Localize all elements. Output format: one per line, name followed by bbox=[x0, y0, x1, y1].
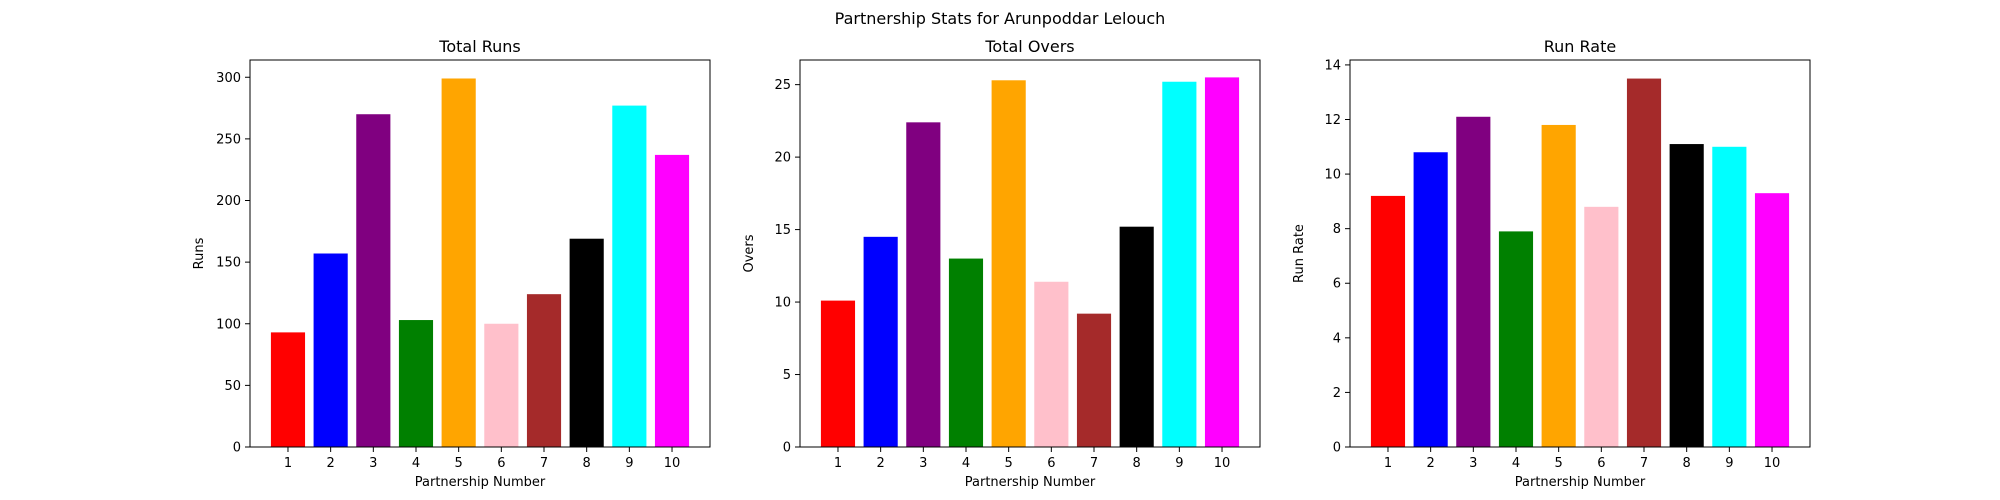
y-tick-label: 14 bbox=[1324, 58, 1341, 73]
bar-8 bbox=[1119, 226, 1154, 447]
bar-10 bbox=[654, 154, 690, 447]
x-tick-label: 9 bbox=[1175, 456, 1183, 471]
x-tick-label: 8 bbox=[1133, 456, 1141, 471]
x-tick-label: 3 bbox=[369, 456, 377, 471]
bar-3 bbox=[1456, 116, 1491, 448]
bar-1 bbox=[270, 332, 306, 447]
x-tick-label: 8 bbox=[583, 456, 591, 471]
plot-frame bbox=[1349, 59, 1811, 448]
x-tick-label: 6 bbox=[1597, 456, 1605, 471]
x-tick-label: 6 bbox=[1047, 456, 1055, 471]
bar-6 bbox=[1034, 281, 1069, 447]
x-tick-label: 4 bbox=[962, 456, 970, 471]
y-tick-label: 4 bbox=[1333, 331, 1341, 346]
x-axis-label: Partnership Number bbox=[415, 475, 546, 490]
y-tick-label: 20 bbox=[774, 151, 791, 166]
bar-6 bbox=[484, 323, 519, 447]
plot-frame bbox=[249, 59, 711, 448]
bar-10 bbox=[1204, 77, 1240, 447]
figure-suptitle: Partnership Stats for Arunpoddar Lelouch bbox=[835, 9, 1166, 28]
x-tick-label: 1 bbox=[284, 456, 292, 471]
bar-1 bbox=[1370, 195, 1406, 447]
bar-4 bbox=[1498, 231, 1534, 447]
x-tick-label: 3 bbox=[1469, 456, 1477, 471]
y-tick-label: 10 bbox=[774, 296, 791, 311]
y-tick-label: 15 bbox=[774, 223, 791, 238]
bar-5 bbox=[1541, 124, 1576, 447]
x-tick-label: 9 bbox=[1725, 456, 1733, 471]
panel-title: Total Runs bbox=[438, 37, 520, 56]
bar-3 bbox=[356, 114, 391, 447]
y-axis-label: Overs bbox=[742, 234, 757, 272]
bar-2 bbox=[313, 253, 348, 447]
x-tick-label: 4 bbox=[1512, 456, 1520, 471]
y-tick-label: 2 bbox=[1333, 386, 1341, 401]
y-axis-label: Runs bbox=[192, 237, 207, 269]
x-tick-label: 8 bbox=[1683, 456, 1691, 471]
y-tick-label: 0 bbox=[783, 441, 791, 456]
y-tick-label: 0 bbox=[1333, 441, 1341, 456]
x-tick-label: 2 bbox=[1427, 456, 1435, 471]
bar-4 bbox=[398, 320, 434, 447]
x-tick-label: 10 bbox=[1214, 456, 1231, 471]
x-tick-label: 7 bbox=[540, 456, 548, 471]
y-tick-label: 25 bbox=[774, 78, 791, 93]
bar-5 bbox=[991, 80, 1026, 447]
x-tick-label: 7 bbox=[1640, 456, 1648, 471]
y-tick-label: 150 bbox=[216, 256, 241, 271]
plot-frame bbox=[799, 59, 1261, 448]
x-tick-label: 2 bbox=[327, 456, 335, 471]
y-tick-label: 12 bbox=[1324, 113, 1341, 128]
bar-10 bbox=[1754, 193, 1790, 447]
bar-2 bbox=[863, 236, 898, 447]
x-tick-label: 5 bbox=[1005, 456, 1013, 471]
y-tick-label: 200 bbox=[216, 194, 241, 209]
bar-9 bbox=[1712, 146, 1747, 448]
y-tick-label: 50 bbox=[224, 379, 241, 394]
panel-title: Run Rate bbox=[1544, 37, 1616, 56]
bar-5 bbox=[441, 78, 476, 448]
bar-7 bbox=[526, 294, 562, 447]
y-axis-label: Run Rate bbox=[1292, 224, 1307, 283]
bar-7 bbox=[1626, 78, 1662, 447]
x-tick-label: 10 bbox=[664, 456, 681, 471]
x-tick-label: 9 bbox=[625, 456, 633, 471]
y-tick-label: 8 bbox=[1333, 222, 1341, 237]
bar-7 bbox=[1076, 313, 1112, 447]
bar-8 bbox=[569, 238, 604, 447]
bar-9 bbox=[1162, 81, 1197, 448]
x-tick-label: 7 bbox=[1090, 456, 1098, 471]
x-tick-label: 1 bbox=[1384, 456, 1392, 471]
x-tick-label: 1 bbox=[834, 456, 842, 471]
x-tick-label: 10 bbox=[1764, 456, 1781, 471]
bar-1 bbox=[820, 300, 856, 447]
panel-title: Total Overs bbox=[984, 37, 1074, 56]
bar-4 bbox=[948, 258, 984, 447]
x-axis-label: Partnership Number bbox=[965, 475, 1096, 490]
y-tick-label: 5 bbox=[783, 368, 791, 383]
y-tick-label: 100 bbox=[216, 317, 241, 332]
x-tick-label: 6 bbox=[497, 456, 505, 471]
x-tick-label: 3 bbox=[919, 456, 927, 471]
bar-2 bbox=[1413, 152, 1448, 447]
y-tick-label: 6 bbox=[1333, 277, 1341, 292]
bar-6 bbox=[1584, 206, 1619, 447]
bar-8 bbox=[1669, 144, 1704, 447]
y-tick-label: 250 bbox=[216, 132, 241, 147]
bar-3 bbox=[906, 122, 941, 447]
x-axis-label: Partnership Number bbox=[1515, 475, 1646, 490]
x-tick-label: 5 bbox=[1555, 456, 1563, 471]
x-tick-label: 4 bbox=[412, 456, 420, 471]
y-tick-label: 300 bbox=[216, 71, 241, 86]
x-tick-label: 5 bbox=[455, 456, 463, 471]
y-tick-label: 10 bbox=[1324, 168, 1341, 183]
x-tick-label: 2 bbox=[877, 456, 885, 471]
y-tick-label: 0 bbox=[233, 441, 241, 456]
bar-9 bbox=[612, 105, 647, 447]
chart-panel-2: 1 2 3 4 5 6 7 8 9 10 0 5 10 15 20 25 Total Overs Partners… bbox=[742, 37, 1261, 490]
